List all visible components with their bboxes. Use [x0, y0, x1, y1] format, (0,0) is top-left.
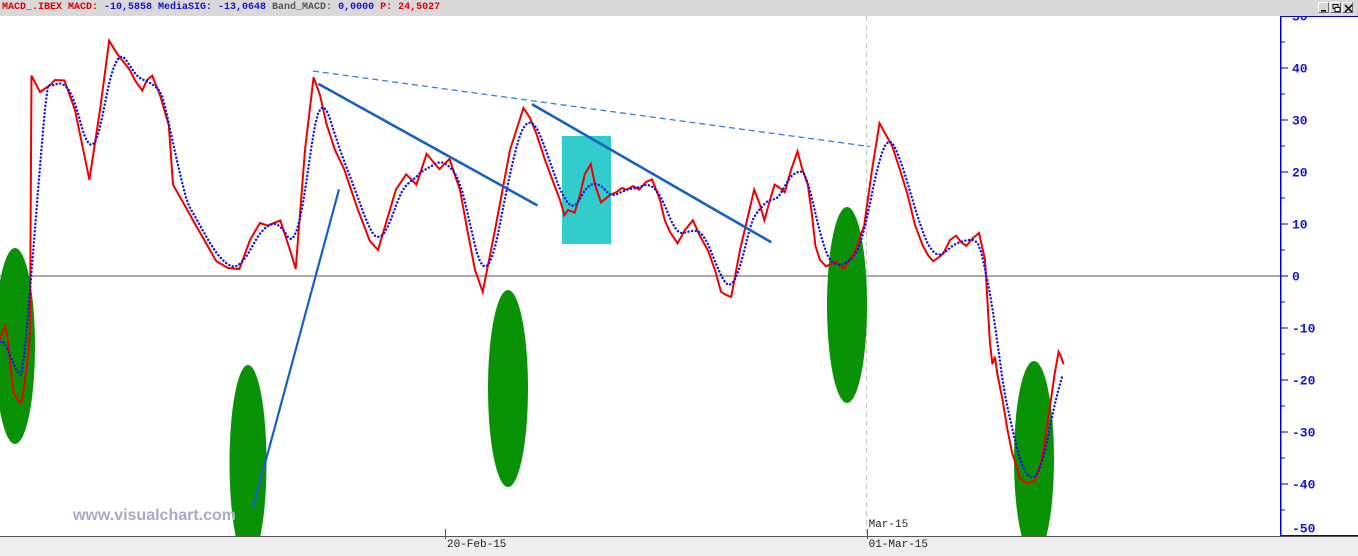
svg-text:-10: -10: [1292, 322, 1316, 337]
svg-text:20: 20: [1292, 166, 1308, 181]
svg-text:-20: -20: [1292, 374, 1316, 389]
svg-text:-30: -30: [1292, 426, 1316, 441]
svg-text:-40: -40: [1292, 478, 1316, 493]
svg-text:30: 30: [1292, 114, 1308, 129]
svg-text:40: 40: [1292, 62, 1308, 77]
svg-text:0: 0: [1292, 270, 1300, 285]
svg-text:10: 10: [1292, 218, 1308, 233]
svg-text:-50: -50: [1292, 522, 1316, 537]
svg-text:50: 50: [1292, 16, 1308, 25]
